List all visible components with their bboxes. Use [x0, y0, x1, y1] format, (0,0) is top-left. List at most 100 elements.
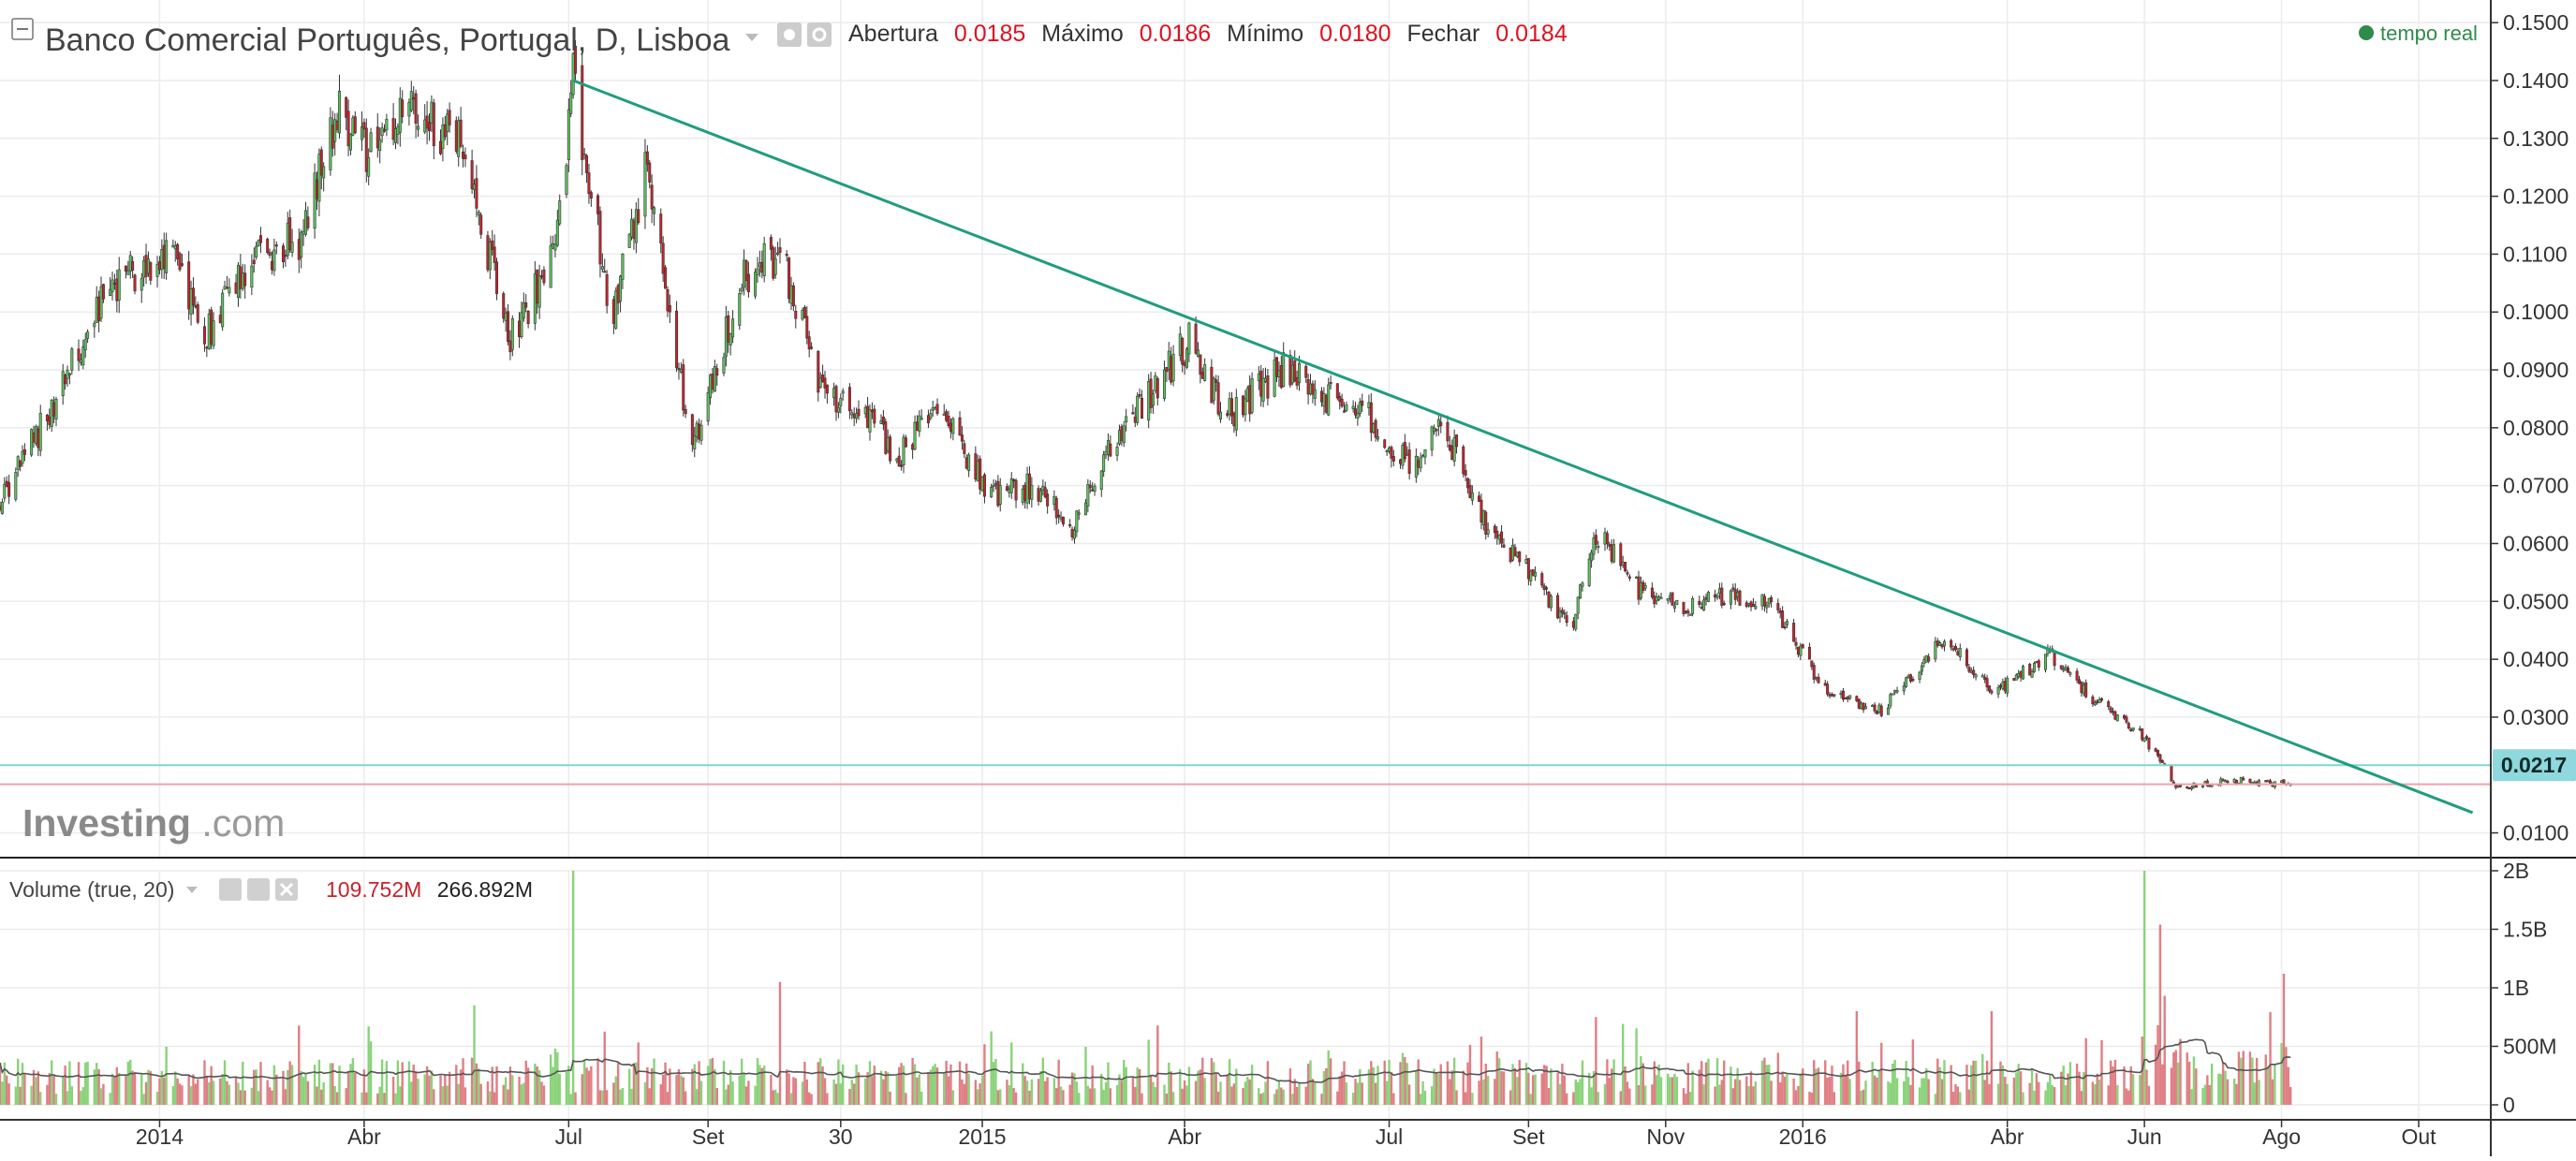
- gear-icon[interactable]: [807, 22, 832, 47]
- trendline[interactable]: [572, 79, 2474, 815]
- volume-bar-up: [300, 1070, 302, 1105]
- candle-down: [744, 259, 748, 281]
- volume-bar-up: [399, 1086, 402, 1105]
- candle-down: [335, 120, 339, 130]
- volume-bar-down: [677, 1068, 681, 1105]
- candle-down: [915, 421, 919, 432]
- candle-up: [70, 348, 74, 371]
- volume-bar-down: [444, 1074, 447, 1105]
- candle-up: [241, 272, 244, 289]
- volume-bar-down: [320, 1089, 323, 1105]
- volume-bar-up: [2224, 1070, 2227, 1105]
- volume-bar-up: [3, 1062, 7, 1105]
- candle-up: [2190, 786, 2194, 789]
- candle-down: [1560, 610, 1564, 613]
- candle-down: [297, 239, 301, 260]
- time-axis[interactable]: 2014 Abr Jul Set 30 2015 Abr Jul Set Nov 2016 Abr Ju…: [136, 1120, 2436, 1149]
- volume-bar-down: [470, 1057, 474, 1105]
- volume-bar-up: [2217, 1073, 2220, 1105]
- candle-up: [773, 257, 777, 275]
- candle-down: [2160, 760, 2164, 764]
- candle-up: [1185, 348, 1188, 368]
- volume-bar-down: [1781, 1071, 1784, 1105]
- candle-down: [611, 299, 615, 324]
- volume-bar-down: [102, 1083, 105, 1105]
- candle-up: [1151, 393, 1155, 406]
- volume-bar-down: [2235, 1083, 2238, 1105]
- candle-down: [1311, 383, 1315, 395]
- volume-bar-down: [1226, 1074, 1229, 1105]
- volume-bar-down: [979, 1083, 981, 1105]
- candle-up: [441, 125, 445, 149]
- candle-down: [2084, 682, 2088, 698]
- volume-bar-down: [1734, 1079, 1737, 1105]
- candle-down: [1513, 547, 1517, 557]
- volume-bar-down: [1545, 1065, 1548, 1105]
- candle-down: [616, 285, 620, 303]
- volume-bar-down: [414, 1071, 418, 1105]
- volume-bar-up: [1516, 1077, 1519, 1105]
- candle-down: [52, 402, 56, 417]
- candle-up: [300, 231, 303, 258]
- candle-up: [1367, 402, 1371, 408]
- candle-down: [1547, 591, 1551, 608]
- candle-down: [1012, 479, 1016, 482]
- volume-bar-down: [491, 1066, 493, 1105]
- candle-up: [1590, 551, 1594, 562]
- volume-bar-down: [1779, 1081, 1782, 1105]
- candle-down: [1794, 641, 1798, 646]
- candle-down: [1133, 416, 1137, 423]
- candle-down: [2091, 696, 2095, 705]
- volume-bar-up: [1078, 1093, 1081, 1105]
- volume-bar-down: [1842, 1064, 1845, 1105]
- candle-down: [2226, 781, 2230, 784]
- volume-bar-down: [1999, 1061, 2002, 1105]
- volume-bar-down: [1671, 1077, 1674, 1105]
- candle-up: [1021, 488, 1024, 504]
- volume-bar-down: [316, 1086, 318, 1105]
- volume-bar-down: [1826, 1077, 1829, 1105]
- volume-bar-down: [1619, 1091, 1622, 1105]
- volume-bar-up: [1291, 1094, 1294, 1105]
- candle-down: [1796, 646, 1800, 655]
- candle-down: [1466, 478, 1470, 489]
- volume-bar-down: [1199, 1069, 1202, 1105]
- volume-bar-down: [1608, 1078, 1611, 1105]
- volume-bar-down: [1370, 1061, 1373, 1105]
- volume-bar-up: [1356, 1082, 1360, 1105]
- volume-bar-up: [2142, 871, 2146, 1105]
- price-axis[interactable]: 0.15000.14000.13000.12000.11000.10000.09…: [2491, 10, 2569, 845]
- candle-up: [553, 243, 557, 251]
- volume-bar-up: [1587, 1073, 1591, 1105]
- volume-bar-up: [473, 1005, 476, 1105]
- volume-bar-up: [680, 1075, 683, 1105]
- volume-bar-down: [1990, 1011, 1994, 1105]
- candle-up: [1154, 375, 1157, 391]
- candle-up: [1877, 704, 1881, 713]
- volume-bar-down: [2080, 1091, 2083, 1105]
- volume-bar-down: [1770, 1080, 1773, 1105]
- candle-down: [632, 220, 636, 240]
- candle-up: [1524, 559, 1528, 564]
- candle-down: [1259, 371, 1263, 397]
- candle-down: [162, 244, 166, 270]
- volume-bar-down: [666, 1092, 670, 1105]
- volume-bar-down: [1954, 1083, 1957, 1105]
- volume-bar-down: [2084, 1037, 2087, 1105]
- volume-eye-icon[interactable]: [219, 878, 242, 901]
- volume-bar-up: [1691, 1070, 1694, 1105]
- volume-bar-down: [1325, 1067, 1328, 1105]
- volume-gear-icon[interactable]: [247, 878, 270, 901]
- volume-bar-down: [268, 1087, 272, 1105]
- volume-bar-down: [1824, 1060, 1827, 1105]
- candle-up: [1052, 495, 1056, 506]
- volume-bar-up: [313, 1065, 316, 1105]
- volume-chevron-down-icon[interactable]: [186, 887, 198, 893]
- candle-down: [949, 422, 952, 432]
- candle-up: [1760, 594, 1764, 607]
- chevron-down-icon[interactable]: [745, 34, 758, 41]
- candle-up: [1715, 595, 1719, 598]
- candle-up: [976, 461, 979, 481]
- volume-bar-down: [983, 1044, 986, 1105]
